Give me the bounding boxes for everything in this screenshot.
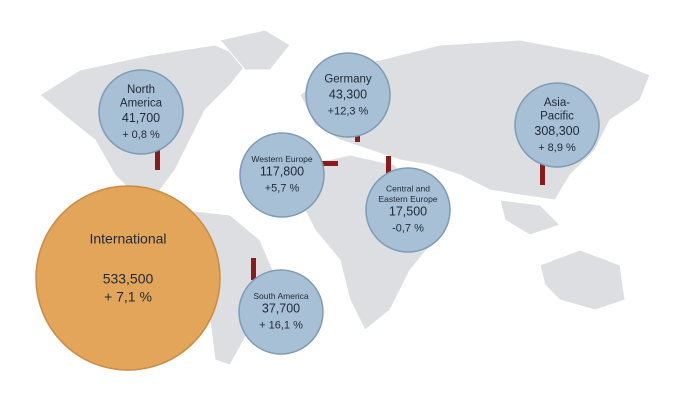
region-name: America — [120, 97, 163, 109]
region-name: South America — [253, 291, 309, 301]
region-name: Western Europe — [251, 154, 313, 164]
region-value: 37,700 — [262, 301, 300, 315]
region-value: 17,500 — [389, 205, 427, 219]
region-bubble: Asia-Pacific 308,300 + 8,9 % — [514, 82, 600, 168]
region-name: Asia- — [544, 97, 570, 109]
region-change: + 16,1 % — [259, 319, 303, 331]
bubble — [239, 132, 325, 218]
region-value: 117,800 — [260, 164, 304, 178]
region-name: Eastern Europe — [378, 194, 437, 204]
bubble — [238, 269, 324, 355]
region-change: + 8,9 % — [538, 142, 576, 154]
region-name: Pacific — [540, 110, 574, 122]
region-change: + 7,1 % — [104, 289, 152, 305]
region-value: 41,700 — [122, 111, 160, 125]
bubble — [305, 52, 391, 138]
bubble — [98, 69, 184, 155]
region-change: +5,7 % — [265, 182, 300, 194]
bubble — [35, 185, 221, 371]
bubble — [514, 82, 600, 168]
region-name: Central and — [386, 184, 430, 194]
region-value: 533,500 — [103, 271, 154, 287]
region-change: -0,7 % — [392, 223, 424, 235]
region-name: International — [89, 231, 166, 247]
bubble — [365, 167, 451, 253]
region-value: 43,300 — [329, 87, 367, 101]
region-name: Germany — [324, 74, 372, 86]
region-value: 308,300 — [534, 124, 579, 138]
region-name: North — [127, 84, 155, 96]
region-change: + 0,8 % — [122, 129, 160, 141]
region-bubble: International 533,500 + 7,1 % — [35, 185, 221, 371]
region-change: +12,3 % — [328, 105, 369, 117]
